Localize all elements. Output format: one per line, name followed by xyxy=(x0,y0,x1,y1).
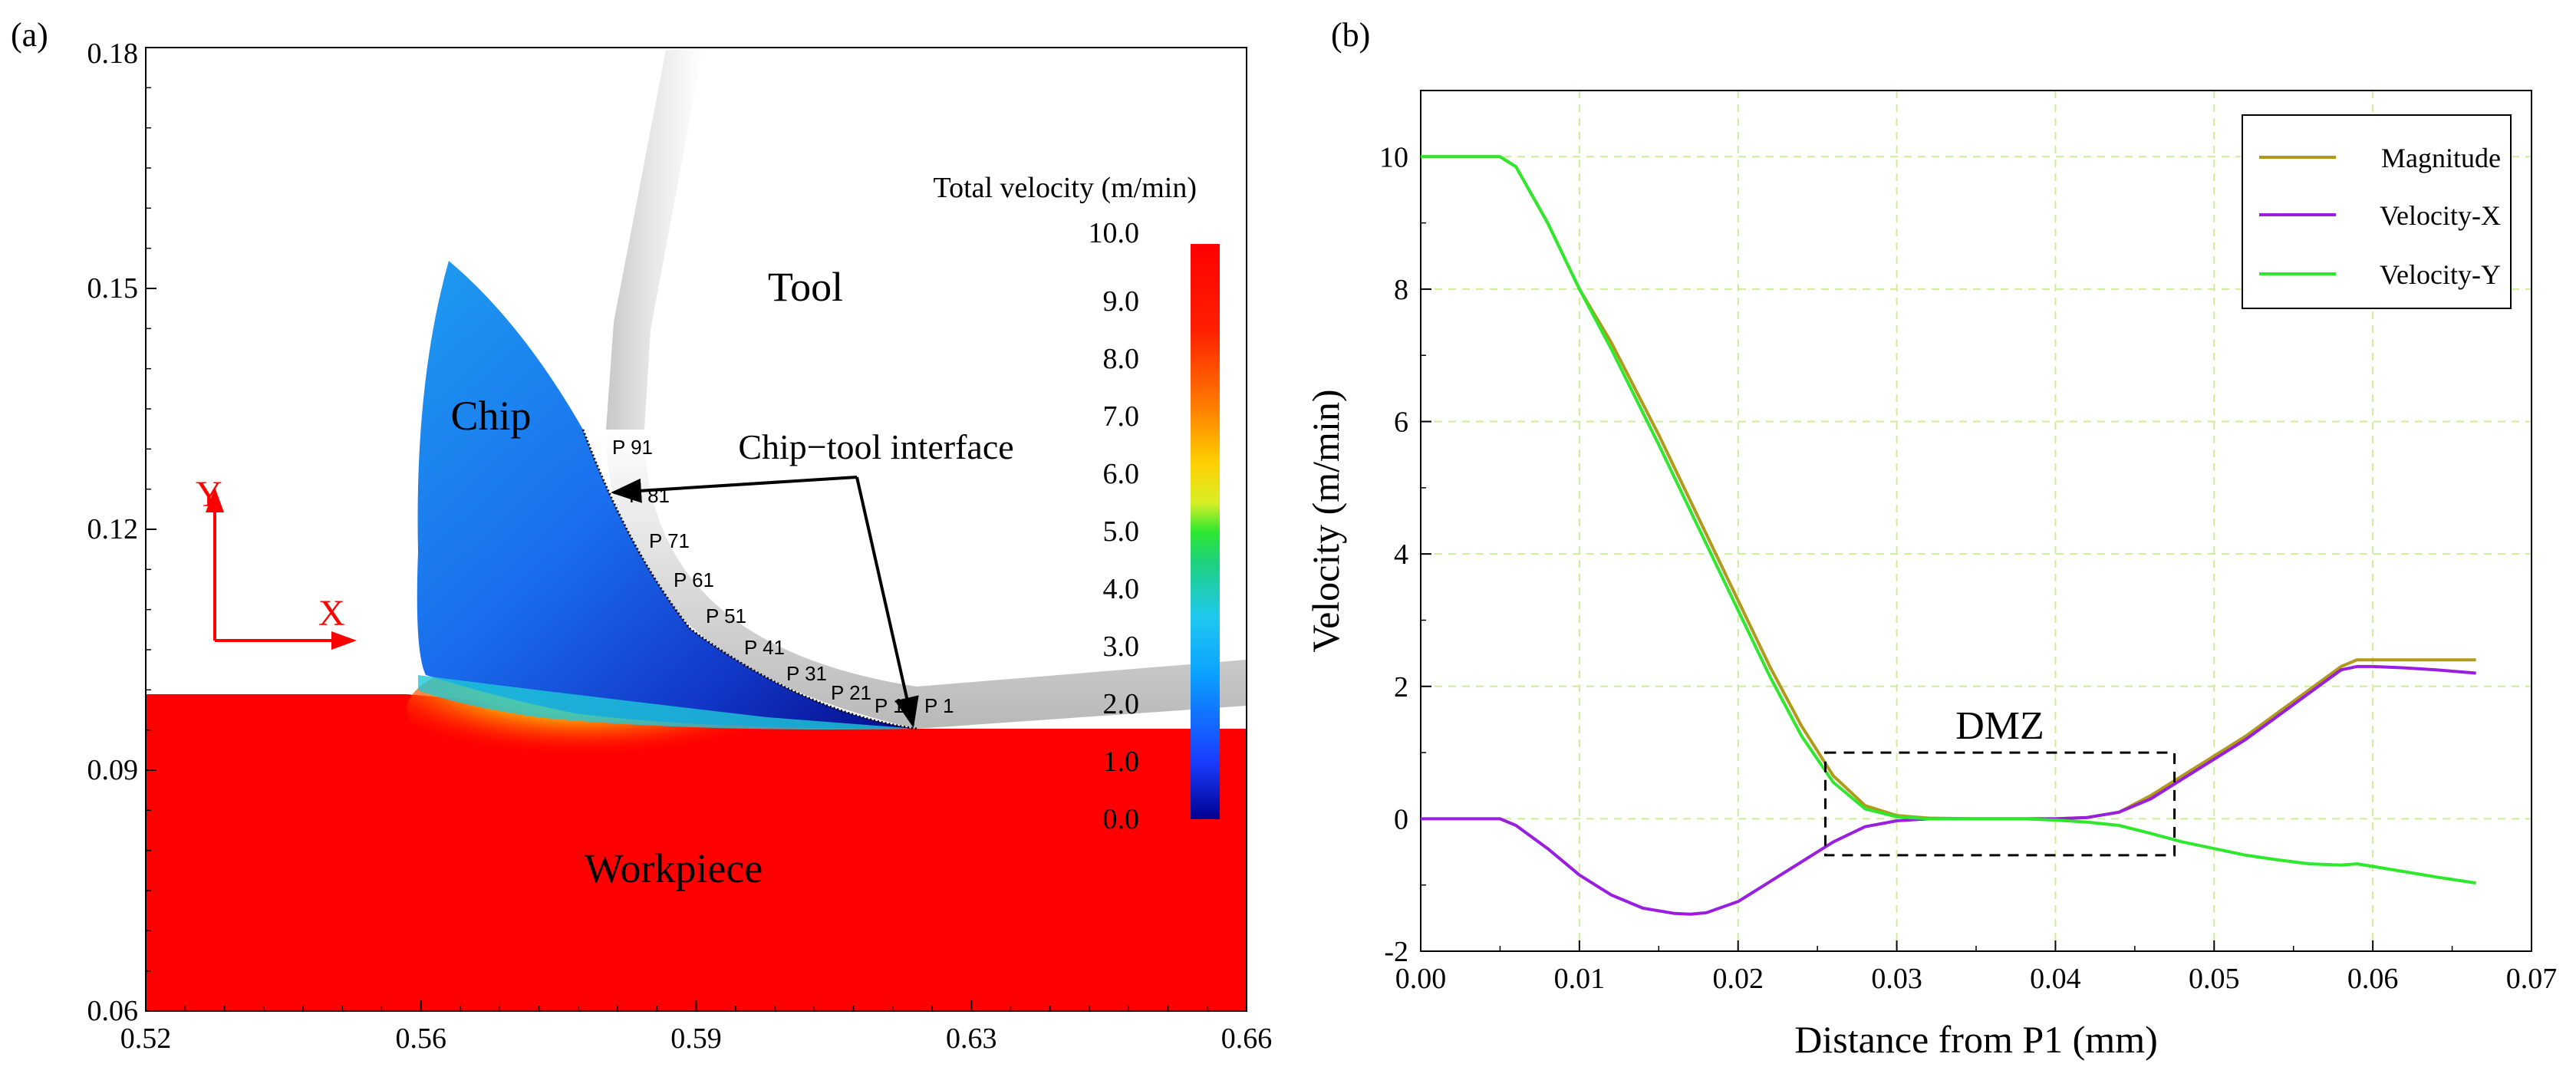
point-label: P 1 xyxy=(924,694,954,717)
legend-label-magnitude: Magnitude xyxy=(2381,143,2501,173)
y-tick-label: 10 xyxy=(1379,141,1408,173)
chip-base-band xyxy=(418,675,917,730)
x-tick-label: 0.05 xyxy=(2189,963,2240,995)
x-tick-label: 0.01 xyxy=(1554,963,1606,995)
x-axis-marker-label: X xyxy=(318,593,345,634)
colorbar xyxy=(1191,244,1220,819)
y-tick-label: 0.06 xyxy=(87,995,139,1027)
y-tick-label: 4 xyxy=(1394,538,1408,571)
y-tick-label: 0.12 xyxy=(87,513,139,545)
colorbar-tick-label: 1.0 xyxy=(1103,746,1140,778)
point-label: P 51 xyxy=(706,604,746,627)
panel-b-x-ticks: 0.00 0.01 0.02 0.03 0.04 0.05 0.06 0.07 xyxy=(1395,940,2558,995)
x-tick-label: 0.07 xyxy=(2506,963,2558,995)
y-axis-marker-head xyxy=(206,487,224,512)
point-label: P 11 xyxy=(875,694,914,717)
legend-box xyxy=(2242,114,2512,309)
colorbar-tick-label: 3.0 xyxy=(1103,631,1140,663)
y-tick-label: 6 xyxy=(1394,407,1408,439)
colorbar-tick-label: 7.0 xyxy=(1103,400,1140,433)
colorbar-ticks: 10.0 9.0 8.0 7.0 6.0 5.0 4.0 3.0 2.0 1.0 0.0 xyxy=(1089,217,1140,835)
point-label: P 91 xyxy=(612,436,653,459)
panel-a-label: (a) xyxy=(11,16,48,54)
y-tick-label: -2 xyxy=(1384,936,1408,968)
panel-b-series xyxy=(1421,155,2476,916)
y-axis-title: Velocity (m/min) xyxy=(1304,390,1347,653)
x-tick-label: 0.52 xyxy=(120,1023,172,1055)
panel-b-velocity-chart: (b) 0.00 0.01 0.02 0.03 0.04 0.05 0.06 0.07 -20… xyxy=(1304,16,2557,1061)
x-axis-marker-head xyxy=(331,631,357,650)
point-labels: P 91 P 81 P 71 P 61 P 51 P 41 P 31 P 21 … xyxy=(612,436,954,717)
colorbar-tick-label: 5.0 xyxy=(1103,515,1140,548)
panel-b-label: (b) xyxy=(1331,16,1370,54)
colorbar-tick-label: 4.0 xyxy=(1103,573,1140,605)
x-tick-label: 0.04 xyxy=(2030,963,2081,995)
point-label: P 61 xyxy=(674,568,714,591)
dmz-box xyxy=(1823,751,2176,857)
y-tick-label: 2 xyxy=(1394,671,1408,703)
interface-arrow-lower xyxy=(855,476,919,728)
legend-label-velocity-x: Velocity-X xyxy=(2380,200,2501,231)
point-label: P 71 xyxy=(649,529,690,552)
y-tick-label: 0.15 xyxy=(87,272,139,305)
tool-rake xyxy=(606,50,703,430)
x-axis-title: Distance from P1 (mm) xyxy=(1794,1018,2158,1061)
label-tool: Tool xyxy=(768,264,843,310)
x-tick-label: 0.56 xyxy=(396,1023,447,1055)
tool-flank xyxy=(606,430,1247,729)
x-tick-label: 0.00 xyxy=(1395,963,1447,995)
dmz-label: DMZ xyxy=(1955,704,2044,748)
x-tick-label: 0.06 xyxy=(2347,963,2399,995)
x-tick-label: 0.02 xyxy=(1712,963,1764,995)
point-label: P 81 xyxy=(629,484,670,507)
point-label: P 41 xyxy=(744,636,785,659)
y-tick-label: 0.09 xyxy=(87,754,139,786)
colorbar-tick-label: 6.0 xyxy=(1103,458,1140,490)
colorbar-tick-label: 2.0 xyxy=(1103,688,1140,720)
point-label: P 21 xyxy=(831,681,871,704)
point-label: P 31 xyxy=(786,662,827,685)
x-tick-label: 0.66 xyxy=(1221,1023,1273,1055)
legend: Magnitude Velocity-X Velocity-Y xyxy=(2242,114,2512,309)
panel-a-y-ticks: 0.18 0.15 0.12 0.09 0.06 xyxy=(87,38,156,1027)
colorbar-tick-label: 9.0 xyxy=(1103,285,1140,318)
y-tick-label: 0.18 xyxy=(87,38,139,70)
legend-label-velocity-y: Velocity-Y xyxy=(2380,259,2501,290)
label-workpiece: Workpiece xyxy=(585,845,763,891)
colorbar-tick-label: 0.0 xyxy=(1103,803,1140,835)
workpiece-region xyxy=(146,694,1247,1011)
panel-a-velocity-field: (a) 0.52 0.56 0.59 0.63 0.66 0.18 0.15 0.12 0.0… xyxy=(11,16,1272,1055)
y-tick-label: 8 xyxy=(1394,274,1408,306)
label-chip: Chip xyxy=(450,393,531,439)
chip-region xyxy=(417,261,917,729)
y-axis-marker-label: Y xyxy=(196,474,222,515)
colorbar-tick-label: 8.0 xyxy=(1103,343,1140,375)
x-tick-label: 0.03 xyxy=(1871,963,1922,995)
label-interface: Chip−tool interface xyxy=(738,427,1013,466)
panel-b-y-ticks: -2 0 2 4 6 8 10 xyxy=(1379,141,1431,968)
panel-a-x-ticks: 0.52 0.56 0.59 0.63 0.66 xyxy=(120,1000,1273,1055)
series-velocity-y xyxy=(1421,155,2476,885)
x-tick-label: 0.59 xyxy=(670,1023,722,1055)
y-tick-label: 0 xyxy=(1394,803,1408,835)
colorbar-tick-label: 10.0 xyxy=(1089,217,1140,249)
x-tick-label: 0.63 xyxy=(946,1023,997,1055)
interface-arrow-upper xyxy=(611,476,858,503)
colorbar-title: Total velocity (m/min) xyxy=(934,172,1197,204)
chip-tool-interface-line xyxy=(581,429,917,730)
